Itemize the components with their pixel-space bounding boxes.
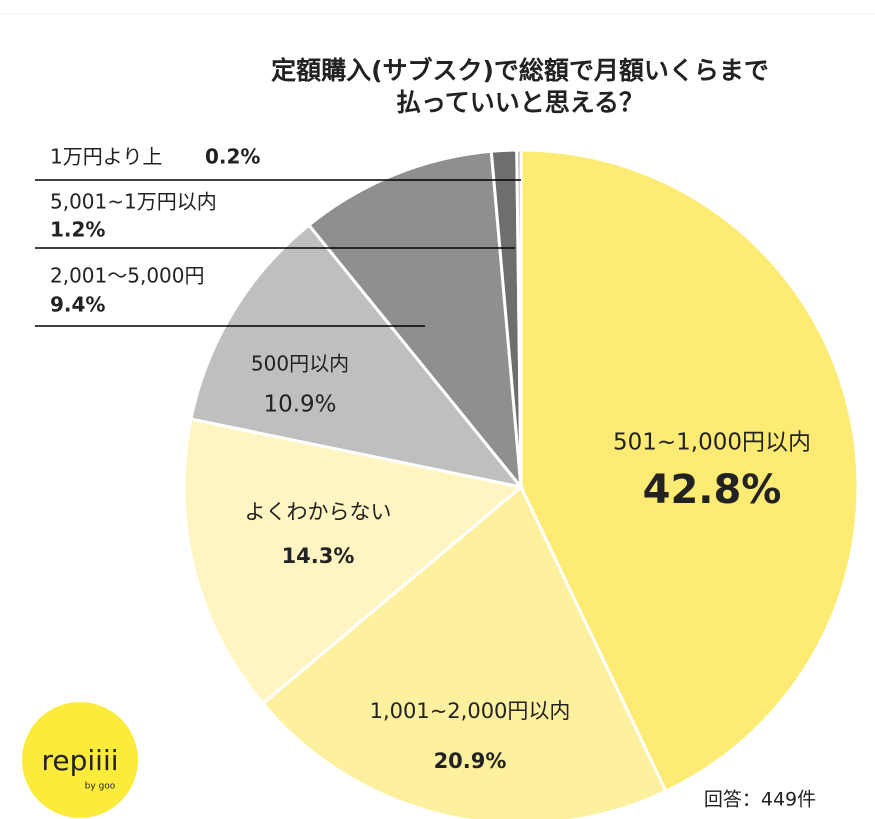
logo-text: repiiii xyxy=(41,744,118,777)
value-label: 0.2% xyxy=(205,145,260,169)
chart-title: 定額購入(サブスク)で総額で月額いくらまで xyxy=(271,56,769,85)
value-label: 42.8% xyxy=(643,467,782,513)
slice-label: よくわからない xyxy=(245,500,392,524)
pie xyxy=(182,148,860,819)
labels: 501~1,000円以内 42.8% 1,001~2,000円以内 20.9% よくわか… xyxy=(35,145,811,773)
value-label: 1.2% xyxy=(50,218,105,242)
slice-label: 1万円より上 xyxy=(50,145,162,169)
value-label: 14.3% xyxy=(282,544,355,568)
value-label: 10.9% xyxy=(263,392,336,418)
logo-circle xyxy=(22,702,138,818)
logo-sub: by goo xyxy=(85,782,116,792)
slice-label: 2,001～5,000円 xyxy=(50,264,205,288)
value-label: 20.9% xyxy=(434,749,507,773)
annotation: 回答：449件 xyxy=(704,789,816,811)
chart-title: 払っていいと思える？ xyxy=(396,88,644,117)
slice xyxy=(189,222,525,490)
slice xyxy=(306,149,523,492)
slice-label: 1,001~2,000円以内 xyxy=(370,699,571,723)
slice-label: 5,001~1万円以内 xyxy=(50,190,217,214)
slice xyxy=(182,417,525,706)
value-label: 9.4% xyxy=(50,293,105,317)
slice-label: 500円以内 xyxy=(251,352,349,376)
slice xyxy=(260,484,668,819)
slice-label: 501~1,000円以内 xyxy=(613,430,811,456)
slice xyxy=(519,148,860,794)
slice xyxy=(515,148,523,488)
